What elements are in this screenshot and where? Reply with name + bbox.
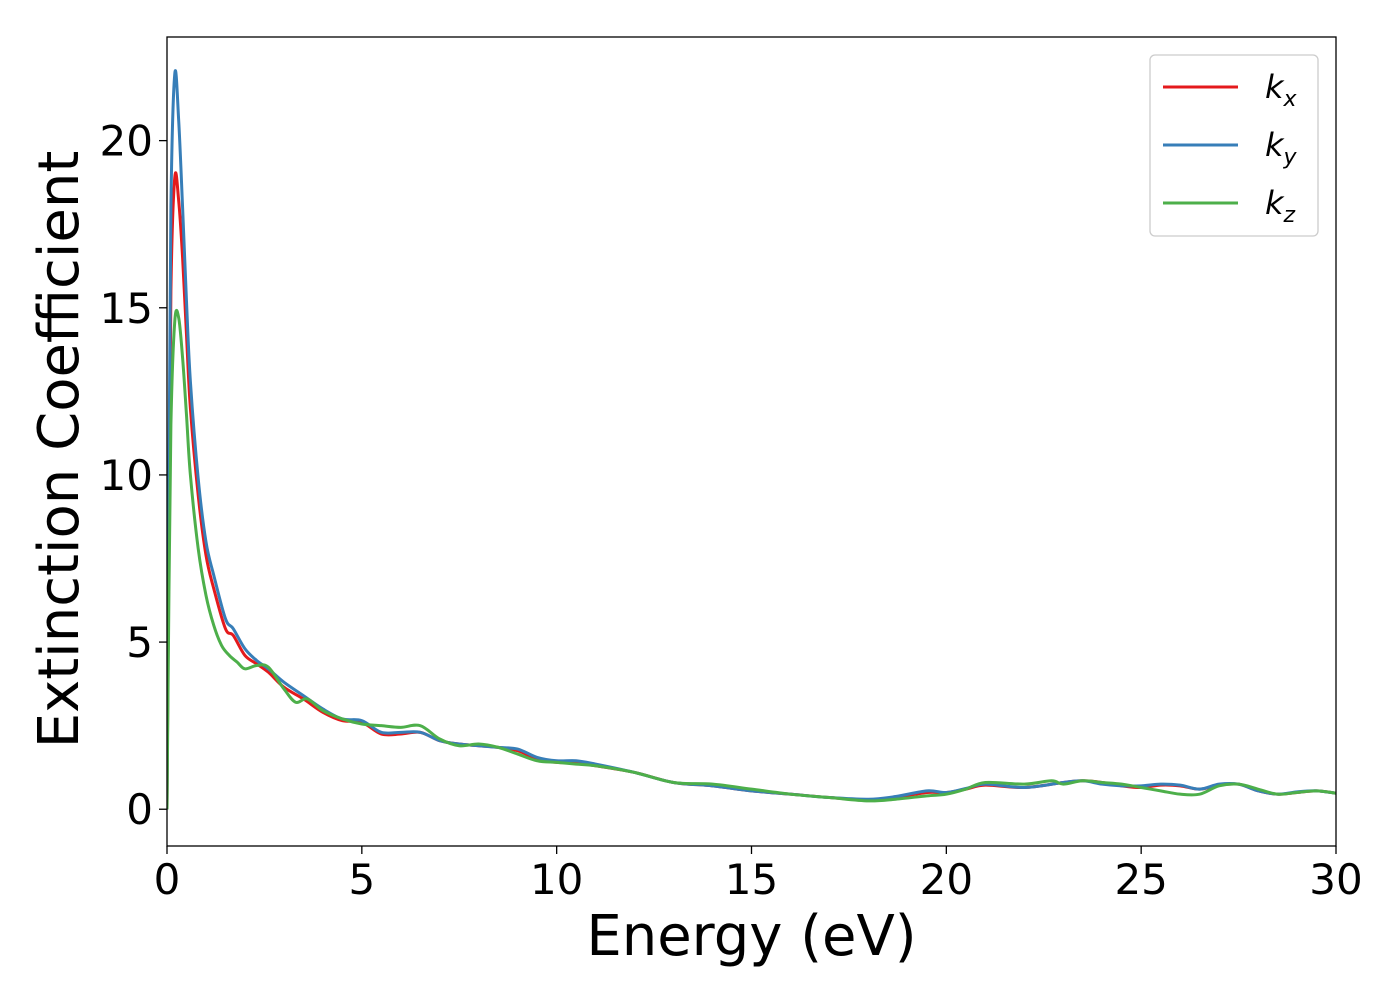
legend: kx ky kz	[1149, 54, 1319, 237]
y-tick-label: 15	[100, 284, 153, 333]
series-line-z	[167, 308, 1336, 810]
series-layer	[167, 69, 1336, 810]
x-tick-label: 10	[530, 855, 583, 904]
x-tick-label: 5	[348, 855, 375, 904]
x-tick-label: 0	[154, 855, 181, 904]
y-tick-label: 10	[100, 451, 153, 500]
y-axis-label: Extinction Coefficient	[27, 151, 92, 749]
y-tick-label: 5	[126, 618, 153, 667]
y-axis-ticks: 0 5 10 15 20	[100, 117, 167, 834]
y-tick-label: 0	[126, 785, 153, 834]
x-tick-label: 15	[725, 855, 778, 904]
x-tick-label: 30	[1309, 855, 1362, 904]
x-tick-label: 20	[920, 855, 973, 904]
legend-label-y: ky	[1265, 126, 1298, 170]
x-axis-ticks: 0 5 10 15 20 25 30	[154, 846, 1363, 904]
y-tick-label: 20	[100, 117, 153, 166]
series-line-x	[167, 171, 1336, 810]
legend-label-z: kz	[1265, 184, 1296, 228]
x-tick-label: 25	[1114, 855, 1167, 904]
legend-label-x: kx	[1265, 68, 1298, 112]
x-axis-label: Energy (eV)	[586, 904, 916, 969]
